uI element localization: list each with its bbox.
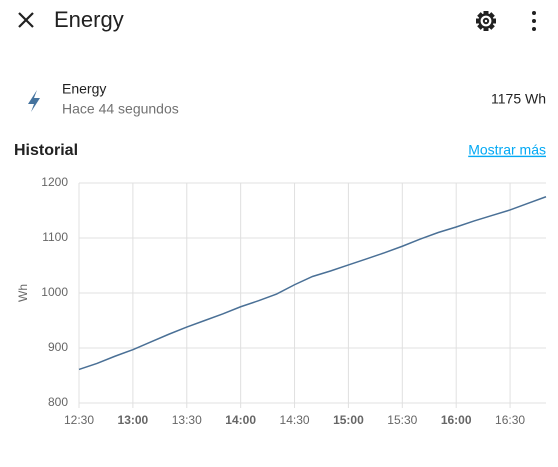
show-more-link[interactable]: Mostrar más: [468, 142, 546, 158]
dialog-title: Energy: [54, 7, 124, 32]
y-tick-label: 1000: [41, 285, 68, 299]
settings-button[interactable]: [476, 11, 496, 31]
entity-name: Energy: [62, 81, 106, 97]
data-line: [78, 196, 547, 371]
y-tick-label: 1200: [41, 175, 68, 189]
entity-icon: [28, 90, 40, 112]
x-tick-label: 12:30: [64, 413, 94, 427]
x-tick-label: 15:30: [387, 413, 417, 427]
x-tick-label: 16:30: [495, 413, 525, 427]
x-tick-label: 16:00: [441, 413, 472, 427]
close-button[interactable]: [18, 12, 34, 28]
y-tick-label: 900: [48, 340, 68, 354]
x-tick-label: 14:00: [225, 413, 256, 427]
x-tick-label: 13:00: [118, 413, 149, 427]
y-axis-label: Wh: [16, 284, 30, 302]
x-tick-label: 13:30: [172, 413, 202, 427]
x-tick-label: 14:30: [280, 413, 310, 427]
entity-state: 1175 Wh: [491, 91, 546, 107]
x-tick-label: 15:00: [333, 413, 364, 427]
menu-button[interactable]: [532, 11, 536, 31]
entity-last-changed: Hace 44 segundos: [62, 101, 179, 117]
history-title: Historial: [14, 142, 78, 159]
y-tick-label: 1100: [42, 230, 68, 244]
y-tick-label: 800: [48, 395, 68, 409]
